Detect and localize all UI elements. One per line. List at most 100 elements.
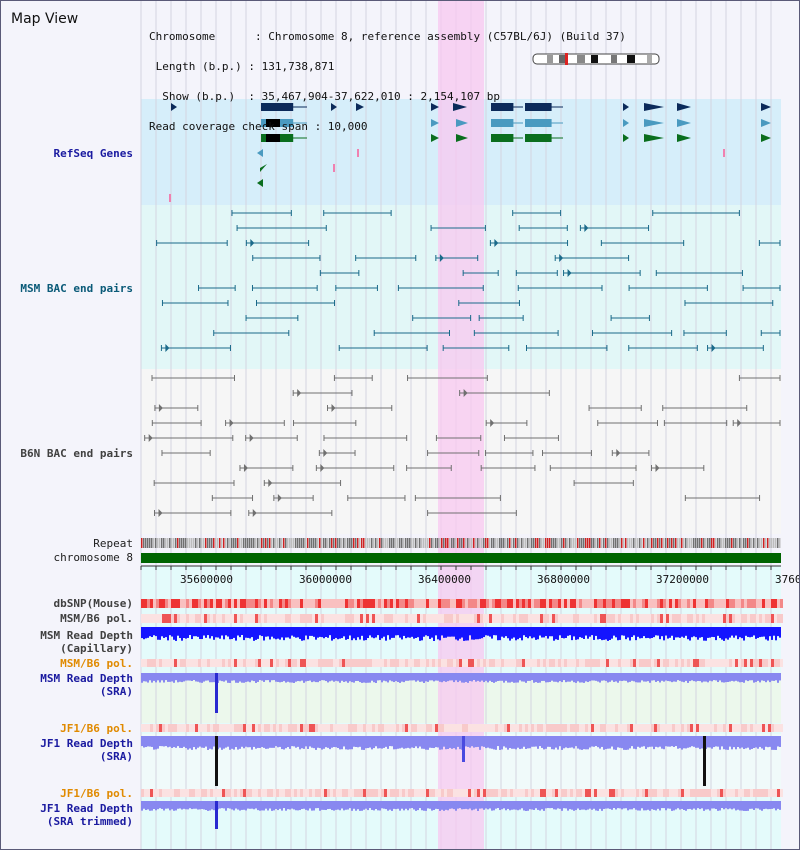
repeat-block (467, 538, 469, 548)
snp-density-cell (432, 614, 435, 623)
read-depth-bar (543, 627, 545, 638)
read-depth-bar (611, 736, 613, 747)
repeat-block (647, 538, 649, 548)
snp-density-cell (729, 789, 732, 797)
read-depth-bar (201, 736, 203, 748)
snp-density-cell (267, 724, 270, 732)
read-depth-bar (379, 801, 381, 811)
read-depth-bar (663, 801, 665, 809)
snp-density-cell (633, 724, 636, 732)
snp-density-cell (312, 659, 315, 667)
repeat-block (617, 538, 619, 548)
read-depth-bar (559, 673, 561, 682)
read-depth-bar (679, 673, 681, 681)
bac-arrow (711, 344, 716, 352)
read-depth-bar (203, 673, 205, 682)
read-depth-bar (547, 627, 549, 639)
gene-arrow (623, 134, 629, 142)
snp-density-cell (768, 789, 771, 797)
snp-density-cell (585, 614, 588, 623)
repeat-block (483, 538, 485, 548)
snp-density-cell (639, 724, 642, 732)
read-depth-bar (329, 736, 331, 750)
read-depth-bar (757, 736, 759, 749)
repeat-block (765, 538, 767, 548)
read-depth-bar (619, 627, 621, 640)
snp-density-cell (186, 789, 189, 797)
read-depth-bar (567, 801, 569, 811)
read-depth-bar (733, 801, 735, 809)
snp-density-cell (531, 614, 534, 623)
refseq-genes-layer[interactable] (169, 103, 771, 202)
read-depth-bar (253, 673, 255, 682)
snp-density-cell (195, 599, 198, 608)
read-depth-bar (573, 627, 575, 637)
snp-density-cell (336, 724, 339, 732)
snp-density-cell (477, 724, 480, 732)
selected-region-highlight[interactable] (438, 1, 484, 849)
read-depth-bar (463, 627, 465, 641)
read-depth-bar (327, 673, 329, 683)
read-depth-bar (423, 673, 425, 683)
snp-density-cell (288, 789, 291, 797)
read-depth-bar (613, 627, 615, 636)
read-depth-bar (221, 673, 223, 682)
repeat-block (345, 538, 347, 548)
snp-density-cell (450, 599, 453, 608)
read-depth-bar (699, 736, 701, 750)
snp-density-cell (318, 659, 321, 667)
read-depth-bar (611, 627, 613, 639)
read-depth-bar (607, 736, 609, 749)
snp-density-cell (165, 614, 168, 623)
read-depth-bar (691, 736, 693, 747)
repeat-block (517, 538, 519, 548)
read-depth-bar (317, 627, 319, 638)
snp-density-cell (459, 614, 462, 623)
read-depth-bar (159, 736, 161, 747)
read-depth-bar (177, 736, 179, 747)
snp-density-cell (675, 789, 678, 797)
snp-density-cell (522, 789, 525, 797)
msm-depth-sra-sublabel: (SRA) (99, 685, 133, 698)
read-depth-bar (521, 736, 523, 749)
snp-density-cell (207, 659, 210, 667)
b6n-bac-layer[interactable] (144, 375, 781, 517)
read-depth-bar (661, 673, 663, 681)
snp-density-cell (147, 789, 150, 797)
snp-density-cell (678, 614, 681, 623)
snp-density-cell (372, 659, 375, 667)
snp-density-cell (648, 724, 651, 732)
repeat-block (649, 538, 651, 548)
snp-density-cell (582, 789, 585, 797)
read-depth-bar (569, 627, 571, 636)
snp-density-cell (225, 724, 228, 732)
chromosome-ideogram[interactable] (532, 53, 660, 65)
repeat-block (369, 538, 371, 548)
read-depth-bar (653, 801, 655, 810)
read-depth-bar (187, 673, 189, 681)
read-depth-bar (355, 673, 357, 681)
repeat-block (601, 538, 603, 548)
read-depth-bar (265, 627, 267, 637)
read-depth-bar (741, 627, 743, 639)
read-depth-bar (405, 627, 407, 639)
read-depth-bar (327, 801, 329, 810)
snp-density-cell (474, 614, 477, 623)
read-depth-bar (725, 801, 727, 809)
read-depth-bar (699, 801, 701, 810)
snp-density-cell (336, 659, 339, 667)
msm-bac-layer[interactable] (156, 210, 781, 352)
snp-density-cell (249, 724, 252, 732)
snp-density-cell (672, 614, 675, 623)
snp-density-cell (234, 599, 237, 608)
read-depth-bar (527, 627, 529, 639)
snp-density-cell (492, 659, 495, 667)
read-depth-bar (615, 801, 617, 810)
read-depth-bar (499, 736, 501, 750)
snp-density-cell (609, 614, 612, 623)
read-depth-bar (755, 673, 757, 682)
read-depth-bar (533, 801, 535, 810)
read-depth-bar (389, 736, 391, 747)
read-depth-bar (733, 736, 735, 748)
